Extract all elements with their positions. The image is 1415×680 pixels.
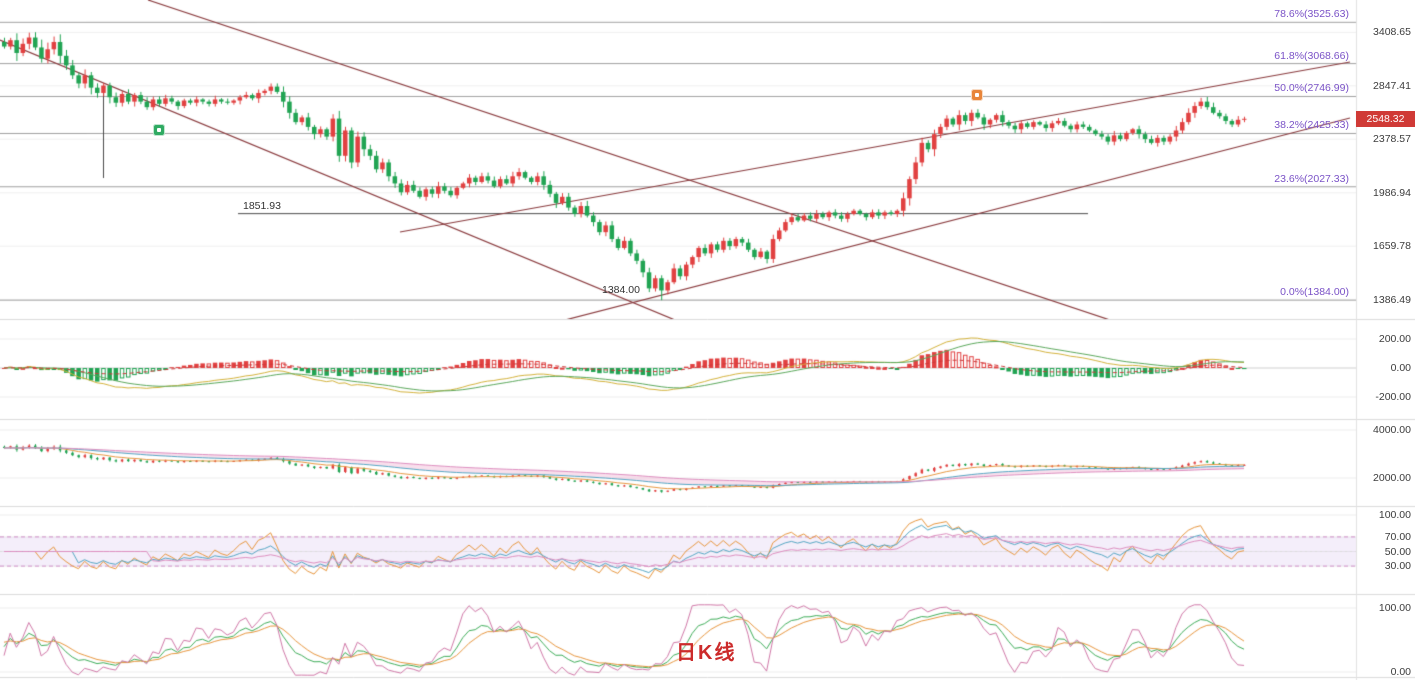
order-marker-orange[interactable] [971, 89, 984, 102]
marker-dot-icon [975, 93, 980, 98]
marker-dot-icon [157, 128, 161, 133]
order-marker-green[interactable] [153, 124, 165, 137]
